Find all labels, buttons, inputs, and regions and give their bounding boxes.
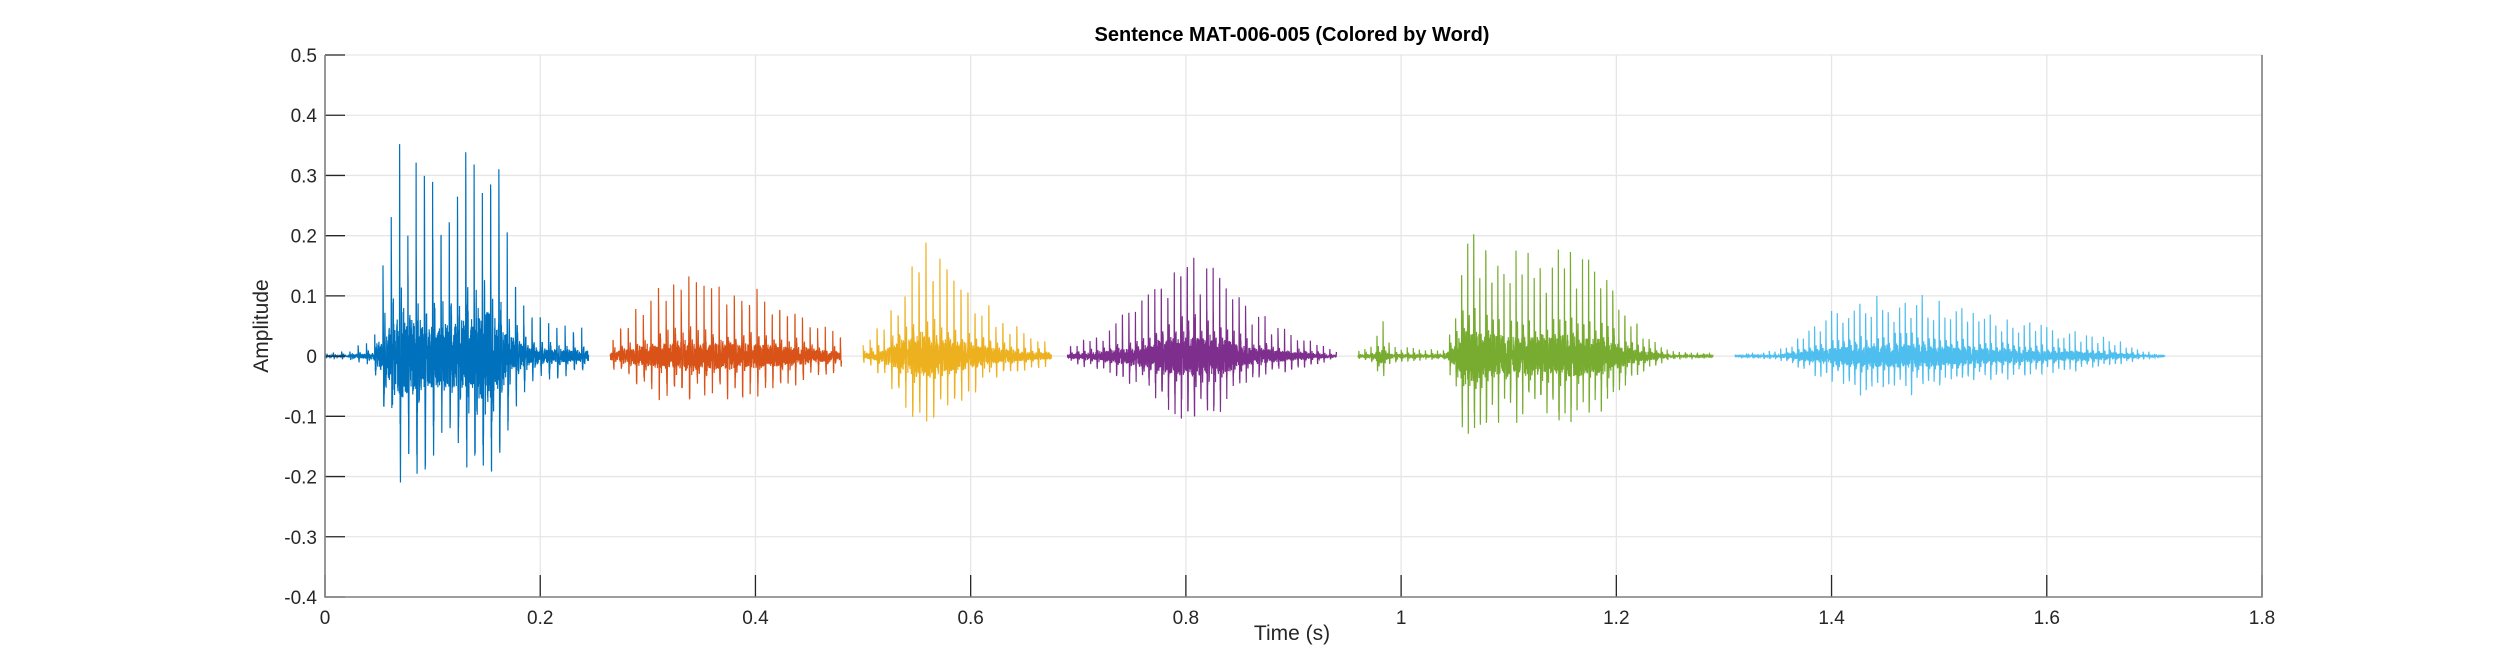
x-tick-label: 1.2 bbox=[1603, 608, 1629, 629]
y-tick-label: 0 bbox=[306, 347, 317, 368]
y-tick-label: 0.4 bbox=[291, 106, 318, 127]
y-tick-label: -0.2 bbox=[284, 468, 317, 489]
y-tick-label: 0.2 bbox=[291, 227, 317, 248]
y-axis-label: Amplitude bbox=[250, 279, 273, 372]
y-tick-label: 0.3 bbox=[291, 166, 317, 187]
chart-title: Sentence MAT-006-005 (Colored by Word) bbox=[1095, 24, 1490, 46]
x-tick-label: 0.8 bbox=[1173, 608, 1199, 629]
grid bbox=[324, 54, 2263, 598]
y-tick-label: -0.4 bbox=[284, 588, 317, 609]
x-tick-label: 1 bbox=[1396, 608, 1407, 629]
y-tick-label: 0.5 bbox=[291, 46, 317, 67]
y-tick-label: 0.1 bbox=[291, 287, 317, 308]
waveform-series-4 bbox=[1066, 257, 1338, 419]
y-tick-label: -0.3 bbox=[284, 528, 317, 549]
waveform-series-1 bbox=[324, 144, 590, 483]
x-tick-label: 0 bbox=[320, 608, 331, 629]
x-tick-label: 1.8 bbox=[2249, 608, 2275, 629]
x-tick-label: 0.6 bbox=[957, 608, 983, 629]
plot-background bbox=[325, 55, 2262, 597]
y-tick-label: -0.1 bbox=[284, 407, 317, 428]
x-axis-label: Time (s) bbox=[1254, 622, 1330, 645]
x-tick-label: 0.2 bbox=[527, 608, 553, 629]
x-tick-label: 1.4 bbox=[1818, 608, 1845, 629]
waveform-series-3 bbox=[862, 242, 1052, 422]
x-tick-label: 1.6 bbox=[2034, 608, 2060, 629]
waveform-series-6 bbox=[1734, 295, 2166, 396]
axes: 0 0.2 0.4 0.6 0.8 1 1.2 1.4 1.6 1.8 -0.4 -0.3 -0.2 -0… bbox=[284, 46, 2275, 629]
plot-area bbox=[324, 144, 2166, 483]
waveform-series-2 bbox=[609, 276, 843, 401]
x-tick-label: 0.4 bbox=[742, 608, 769, 629]
waveform-series-5 bbox=[1357, 234, 1714, 434]
axes-box bbox=[324, 55, 2263, 598]
